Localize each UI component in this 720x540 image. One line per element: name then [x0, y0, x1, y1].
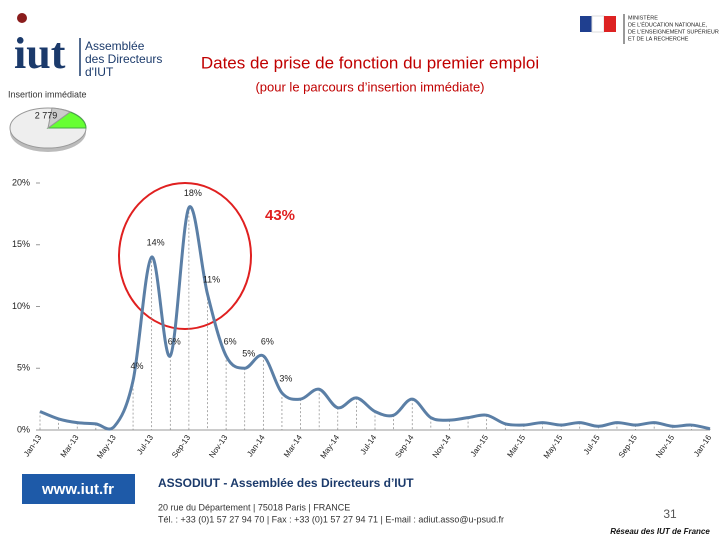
x-tick-label: Jan-15	[469, 433, 491, 459]
x-tick-label: Mar-15	[505, 433, 527, 459]
value-label: 4%	[131, 361, 144, 371]
x-tick-label: Mar-14	[282, 433, 304, 459]
pie-thumb-slice	[47, 107, 72, 130]
x-tick-label: Nov-15	[654, 433, 676, 460]
x-tick-label: Jan-14	[245, 433, 267, 459]
value-label: 6%	[261, 336, 274, 346]
x-tick-label: May-15	[542, 433, 565, 460]
plot: 0% 5% 10% 15% 20% Jan-13 Mar-13 May-13 Jul-13 Sep…	[12, 177, 714, 460]
x-tick-label: Jul-14	[358, 433, 378, 456]
y-tick-label: 5%	[17, 363, 30, 373]
footer-address: 20 rue du Département | 75018 Paris | FR…	[158, 502, 350, 512]
y-tick-label: 20%	[12, 177, 30, 187]
flag-white	[591, 15, 605, 33]
value-label: 11%	[203, 275, 220, 285]
flag-blue	[580, 16, 592, 32]
logo-org: Assemblée	[85, 39, 145, 53]
ministry-text: ET DE LA RECHERCHE	[628, 36, 689, 42]
x-tick-label: Mar-13	[59, 433, 81, 459]
network: Réseau des IUT de France	[610, 527, 710, 536]
x-tick-label: Sep-13	[170, 433, 192, 460]
x-tick-label: Sep-14	[393, 433, 415, 460]
x-tick-label: Nov-14	[431, 433, 453, 460]
value-label: 18%	[184, 188, 202, 198]
logo-dot	[17, 13, 27, 23]
chart-title: Dates de prise de fonction du premier em…	[201, 53, 539, 72]
logo-name: iut	[14, 29, 66, 78]
series-line	[39, 205, 711, 431]
x-tick-label: Jan-16	[692, 433, 714, 459]
x-tick-label: Jul-15	[582, 433, 602, 456]
section-label: Insertion immédiate	[8, 89, 87, 99]
logo-org: des Directeurs	[85, 52, 162, 66]
sample-size: 2 779	[35, 110, 58, 120]
footer-org: ASSODIUT - Assemblée des Directeurs d’IU…	[158, 476, 414, 490]
x-tick-label: Jul-13	[135, 433, 155, 456]
x-tick-label: Sep-15	[617, 433, 639, 460]
y-tick-label: 15%	[12, 239, 30, 249]
page-number: 31	[663, 507, 677, 521]
x-tick-label: Nov-13	[207, 433, 229, 460]
ministry-text: DE L'ÉDUCATION NATIONALE,	[628, 21, 708, 28]
value-label: 6%	[224, 336, 237, 346]
website-box	[22, 474, 135, 504]
footer-contact: Tél. : +33 (0)1 57 27 94 70 | Fax : +33 …	[158, 514, 504, 524]
value-label: 3%	[279, 373, 292, 383]
y-tick-label: 10%	[12, 301, 30, 311]
flag-red	[604, 16, 616, 32]
x-tick-label: May-13	[95, 433, 118, 460]
ministry-text: MINISTÈRE	[628, 14, 658, 21]
ministry-text: DE L'ENSEIGNEMENT SUPÉRIEUR	[628, 28, 719, 35]
chart-subtitle: (pour le parcours d’insertion immédiate)	[255, 79, 484, 94]
logo-org: d'IUT	[85, 65, 114, 79]
value-label: 5%	[242, 349, 255, 359]
value-label: 6%	[168, 336, 181, 346]
website[interactable]: www.iut.fr	[41, 481, 114, 498]
x-tick-label: May-14	[318, 433, 341, 460]
x-tick-label: Jan-13	[22, 433, 44, 459]
y-tick-label: 0%	[17, 424, 30, 434]
highlight-circle	[118, 182, 252, 330]
annotation: 43%	[265, 207, 295, 224]
value-label: 14%	[147, 237, 165, 247]
